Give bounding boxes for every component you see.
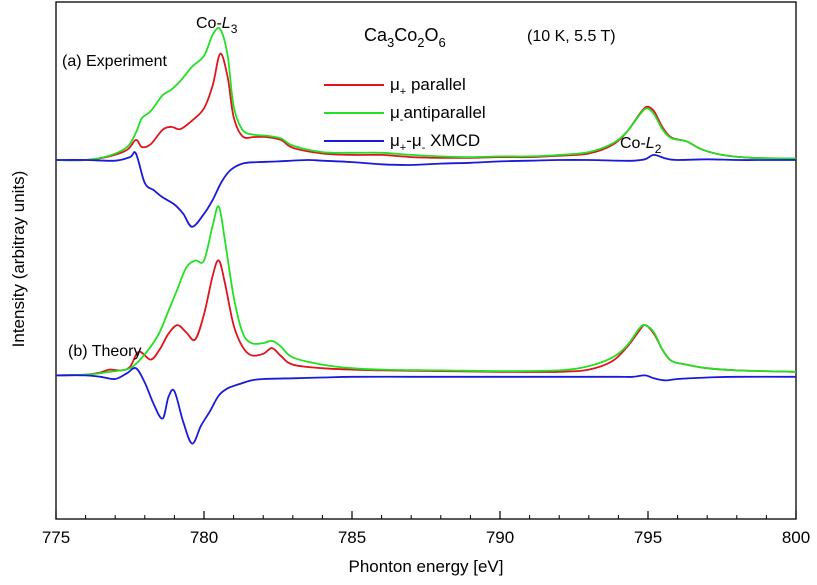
legend-label-xmcd: μ+-μ- XMCD <box>390 131 480 154</box>
x-tick-label-790: 790 <box>486 528 514 547</box>
x-ticks-group: 775 780 785 790 795 800 <box>42 511 810 547</box>
conditions-label: (10 K, 5.5 T) <box>527 28 616 45</box>
panel-b-label: (b) Theory <box>68 343 142 360</box>
x-tick-label-780: 780 <box>190 528 218 547</box>
plot-frame <box>55 1 797 520</box>
theory-xmcd-line <box>55 367 797 445</box>
theory-parallel-line <box>55 259 797 377</box>
experiment-antiparallel-line <box>55 27 797 162</box>
panel-a-label: (a) Experiment <box>62 53 167 70</box>
co-l2-label: Co-L2 <box>620 135 662 156</box>
legend-label-parallel: μ+ parallel <box>390 75 466 98</box>
formula-label: Ca3Co2O6 <box>364 25 446 50</box>
curves-group <box>55 27 797 445</box>
x-tick-label-800: 800 <box>782 528 810 547</box>
x-tick-label-775: 775 <box>42 528 70 547</box>
experiment-parallel-line <box>55 52 797 162</box>
y-axis-title: Intensity (arbitray units) <box>9 171 28 348</box>
theory-antiparallel-line <box>55 205 797 377</box>
legend-label-antiparallel: μ-antiparallel <box>390 103 486 126</box>
x-tick-label-795: 795 <box>634 528 662 547</box>
co-l3-label: Co-L3 <box>196 15 238 36</box>
x-axis-title: Phonton energy [eV] <box>348 557 503 576</box>
experiment-xmcd-line <box>55 151 796 228</box>
x-tick-label-785: 785 <box>338 528 366 547</box>
legend: μ+ parallel μ-antiparallel μ+-μ- XMCD <box>324 75 486 154</box>
